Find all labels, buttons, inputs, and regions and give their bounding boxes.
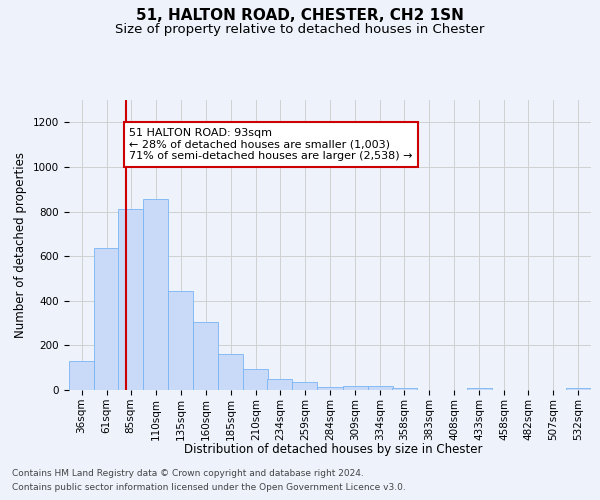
Bar — [193, 322, 218, 390]
Text: 51 HALTON ROAD: 93sqm
← 28% of detached houses are smaller (1,003)
71% of semi-d: 51 HALTON ROAD: 93sqm ← 28% of detached … — [129, 128, 413, 161]
Text: 51, HALTON ROAD, CHESTER, CH2 1SN: 51, HALTON ROAD, CHESTER, CH2 1SN — [136, 8, 464, 22]
Text: Contains public sector information licensed under the Open Government Licence v3: Contains public sector information licen… — [12, 484, 406, 492]
Bar — [268, 379, 292, 390]
Text: Size of property relative to detached houses in Chester: Size of property relative to detached ho… — [115, 22, 485, 36]
Bar — [368, 386, 392, 390]
Text: Contains HM Land Registry data © Crown copyright and database right 2024.: Contains HM Land Registry data © Crown c… — [12, 468, 364, 477]
Bar — [218, 354, 244, 390]
Bar — [69, 361, 94, 390]
Y-axis label: Number of detached properties: Number of detached properties — [14, 152, 28, 338]
Bar — [566, 388, 591, 390]
Text: Distribution of detached houses by size in Chester: Distribution of detached houses by size … — [184, 442, 482, 456]
Bar — [244, 369, 268, 390]
Bar — [168, 290, 193, 390]
Bar — [392, 388, 416, 390]
Bar — [317, 386, 343, 390]
Bar — [143, 200, 168, 390]
Bar — [343, 386, 368, 390]
Bar — [292, 382, 317, 390]
Bar — [467, 388, 492, 390]
Bar — [94, 248, 119, 390]
Bar — [118, 210, 143, 390]
